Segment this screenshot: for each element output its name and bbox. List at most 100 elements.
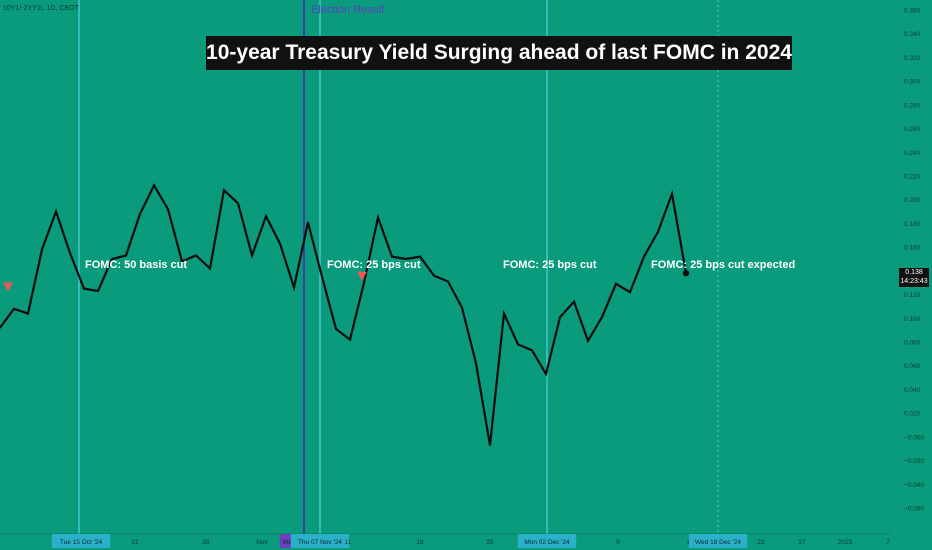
y-tick-label: 0.220 [904,174,921,181]
x-tick-label: 23 [757,539,765,546]
data-point [97,290,99,292]
data-point [559,316,561,318]
data-point [293,286,295,289]
x-tick-label: Tue 15 Oct '24 [60,539,103,546]
data-point [587,340,589,342]
data-point [643,255,645,258]
data-point [377,216,379,219]
data-point [335,328,337,330]
x-tick-label: Wed 18 Dec '24 [695,539,741,546]
y-tick-label: 0.260 [904,126,921,133]
data-point [0,326,1,329]
y-tick-label: 0.060 [904,363,921,370]
data-point [447,280,449,283]
data-point [69,252,71,254]
election-result-label: Election Result [311,4,385,16]
y-tick-label: 0.320 [904,55,921,62]
data-point [307,221,309,224]
y-tick-label: 0.120 [904,292,921,299]
data-point [223,189,225,192]
x-tick-highlight [290,534,350,548]
annotation-fomc-25-dec: FOMC: 25 bps cut [503,259,597,271]
down-triangle-marker [3,282,13,292]
y-tick-label: 0.200 [904,197,921,204]
data-point [153,184,155,187]
data-point [167,208,169,210]
x-tick-label: 28 [202,539,210,546]
data-point [531,349,533,352]
data-point [181,260,183,263]
data-point [433,274,435,277]
x-axis: Tue 15 Oct '24 21 28 Nov Wed Thu 07 Nov '24 11… [51,534,890,548]
data-point [419,255,421,258]
last-price-value: 0.138 [905,269,923,276]
data-point [55,210,57,213]
data-point [475,362,477,365]
x-tick-label: 2025 [838,539,853,546]
y-tick-label: 0.280 [904,102,921,109]
y-tick-label: 0.080 [904,340,921,347]
data-point [363,281,365,284]
series-line [0,183,688,446]
x-tick-label: Thu 07 Nov '24 [298,539,342,546]
x-tick-highlight [51,534,111,548]
ticker-label: 10Y1!-2YY1!, 1D, CBOT [3,5,79,12]
x-tick-label: 9 [616,539,620,546]
data-point [461,306,463,309]
x-tick-highlight [517,534,577,548]
data-point [405,258,407,260]
data-point [139,213,141,215]
x-tick-label: 7 [886,539,890,546]
y-tick-label: −0.000 [904,434,924,441]
data-point [601,316,603,318]
x-tick-label: Nov [256,539,268,546]
y-tick-label: 0.340 [904,31,921,38]
x-tick-label: 27 [798,539,806,546]
data-point [251,254,253,257]
data-point [83,287,85,290]
chart-title: 10-year Treasury Yield Surging ahead of … [206,41,792,64]
y-tick-label: −0.060 [904,506,924,513]
x-tick-label: 25 [486,539,494,546]
y-tick-label: 0.100 [904,316,921,323]
data-point [265,215,267,218]
y-tick-label: 0.180 [904,221,921,228]
data-point [573,300,575,303]
x-tick-highlight [688,534,748,548]
y-tick-label: 0.020 [904,411,921,418]
last-point-dot [682,270,690,277]
y-axis: 0.360 0.340 0.320 0.300 0.280 0.260 0.240 0.220… [904,8,924,513]
data-point [321,275,323,278]
annotation-fomc-expected: FOMC: 25 bps cut expected [651,259,796,271]
y-tick-label: 0.240 [904,150,921,157]
data-point [391,255,393,258]
last-price-badge: 0.138 14:23:43 [899,268,929,287]
annotation-fomc-50: FOMC: 50 basis cut [85,259,188,271]
data-point [517,343,519,346]
data-point [209,267,211,270]
data-point [657,230,659,233]
data-point [27,312,29,315]
data-point [629,291,631,294]
series-group [0,183,690,446]
y-tick-label: 0.360 [904,8,921,15]
data-point [545,373,547,375]
countdown-timer: 14:23:43 [900,278,928,285]
y-tick-label: −0.040 [904,482,924,489]
chart-title-box: 10-year Treasury Yield Surging ahead of … [206,36,792,70]
data-point [503,312,505,315]
x-tick-label: Mon 02 Dec '24 [524,539,570,546]
markers-group [3,271,367,292]
down-triangle-marker [357,271,367,281]
x-tick-label: 18 [416,539,424,546]
data-point [349,338,351,341]
x-tick-label: Wed [282,539,296,546]
data-point [13,308,15,310]
data-point [195,254,197,257]
data-point [237,202,239,205]
y-tick-label: 0.300 [904,79,921,86]
data-point [615,283,617,285]
data-point [489,444,491,446]
